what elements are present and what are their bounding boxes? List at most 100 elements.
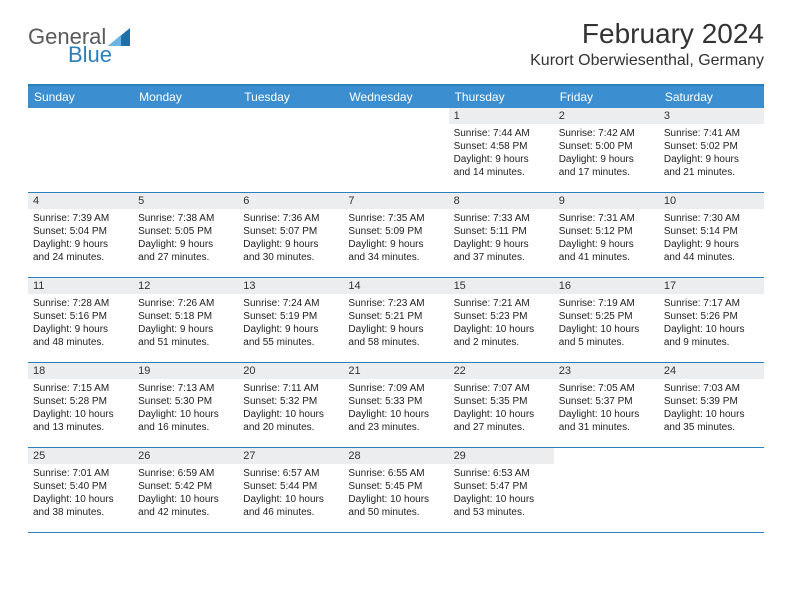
- daylight-line-1: Daylight: 9 hours: [348, 238, 443, 251]
- empty-day-number: [343, 108, 448, 124]
- empty-cell: [343, 108, 448, 192]
- day-cell: 12Sunrise: 7:26 AMSunset: 5:18 PMDayligh…: [133, 278, 238, 362]
- daylight-line-2: and 21 minutes.: [664, 166, 759, 179]
- daylight-line-1: Daylight: 10 hours: [138, 493, 233, 506]
- day-number: 11: [28, 278, 133, 294]
- day-details: Sunrise: 6:57 AMSunset: 5:44 PMDaylight:…: [238, 464, 343, 523]
- location-label: Kurort Oberwiesenthal, Germany: [530, 52, 764, 70]
- daylight-line-2: and 13 minutes.: [33, 421, 128, 434]
- brand-text-2: Blue: [68, 42, 112, 68]
- sunset-line: Sunset: 5:23 PM: [454, 310, 549, 323]
- sunrise-line: Sunrise: 6:59 AM: [138, 467, 233, 480]
- brand-logo: GeneralBlue: [28, 18, 130, 68]
- daylight-line-1: Daylight: 9 hours: [559, 238, 654, 251]
- day-number: 21: [343, 363, 448, 379]
- daylight-line-1: Daylight: 9 hours: [348, 323, 443, 336]
- day-number: 20: [238, 363, 343, 379]
- daylight-line-1: Daylight: 10 hours: [559, 323, 654, 336]
- day-number: 4: [28, 193, 133, 209]
- daylight-line-2: and 51 minutes.: [138, 336, 233, 349]
- day-number: 16: [554, 278, 659, 294]
- day-number: 13: [238, 278, 343, 294]
- daylight-line-2: and 48 minutes.: [33, 336, 128, 349]
- page-header: GeneralBlue February 2024 Kurort Oberwie…: [0, 0, 792, 78]
- day-cell: 24Sunrise: 7:03 AMSunset: 5:39 PMDayligh…: [659, 363, 764, 447]
- day-number: 23: [554, 363, 659, 379]
- day-number: 27: [238, 448, 343, 464]
- sunrise-line: Sunrise: 7:19 AM: [559, 297, 654, 310]
- day-cell: 22Sunrise: 7:07 AMSunset: 5:35 PMDayligh…: [449, 363, 554, 447]
- sunset-line: Sunset: 5:12 PM: [559, 225, 654, 238]
- sunset-line: Sunset: 5:18 PM: [138, 310, 233, 323]
- day-cell: 18Sunrise: 7:15 AMSunset: 5:28 PMDayligh…: [28, 363, 133, 447]
- sunset-line: Sunset: 5:09 PM: [348, 225, 443, 238]
- day-cell: 1Sunrise: 7:44 AMSunset: 4:58 PMDaylight…: [449, 108, 554, 192]
- day-details: Sunrise: 6:59 AMSunset: 5:42 PMDaylight:…: [133, 464, 238, 523]
- day-number: 15: [449, 278, 554, 294]
- day-details: Sunrise: 7:15 AMSunset: 5:28 PMDaylight:…: [28, 379, 133, 438]
- day-number: 24: [659, 363, 764, 379]
- day-details: Sunrise: 7:19 AMSunset: 5:25 PMDaylight:…: [554, 294, 659, 353]
- day-cell: 5Sunrise: 7:38 AMSunset: 5:05 PMDaylight…: [133, 193, 238, 277]
- daylight-line-2: and 23 minutes.: [348, 421, 443, 434]
- sunrise-line: Sunrise: 6:53 AM: [454, 467, 549, 480]
- sunrise-line: Sunrise: 7:30 AM: [664, 212, 759, 225]
- sunrise-line: Sunrise: 7:41 AM: [664, 127, 759, 140]
- day-details: Sunrise: 7:42 AMSunset: 5:00 PMDaylight:…: [554, 124, 659, 183]
- day-details: Sunrise: 7:31 AMSunset: 5:12 PMDaylight:…: [554, 209, 659, 268]
- day-number: 5: [133, 193, 238, 209]
- sunset-line: Sunset: 5:45 PM: [348, 480, 443, 493]
- day-number: 6: [238, 193, 343, 209]
- daylight-line-1: Daylight: 10 hours: [33, 493, 128, 506]
- daylight-line-1: Daylight: 10 hours: [454, 323, 549, 336]
- day-details: Sunrise: 7:44 AMSunset: 4:58 PMDaylight:…: [449, 124, 554, 183]
- day-cell: 23Sunrise: 7:05 AMSunset: 5:37 PMDayligh…: [554, 363, 659, 447]
- daylight-line-1: Daylight: 10 hours: [664, 323, 759, 336]
- daylight-line-1: Daylight: 10 hours: [33, 408, 128, 421]
- sunset-line: Sunset: 5:05 PM: [138, 225, 233, 238]
- day-number: 2: [554, 108, 659, 124]
- day-details: Sunrise: 7:11 AMSunset: 5:32 PMDaylight:…: [238, 379, 343, 438]
- day-number: 1: [449, 108, 554, 124]
- daylight-line-2: and 53 minutes.: [454, 506, 549, 519]
- weekday-monday: Monday: [133, 86, 238, 108]
- daylight-line-1: Daylight: 9 hours: [243, 238, 338, 251]
- daylight-line-1: Daylight: 10 hours: [454, 408, 549, 421]
- weekday-thursday: Thursday: [449, 86, 554, 108]
- daylight-line-1: Daylight: 9 hours: [454, 238, 549, 251]
- daylight-line-2: and 55 minutes.: [243, 336, 338, 349]
- weekday-header-row: SundayMondayTuesdayWednesdayThursdayFrid…: [28, 86, 764, 108]
- sunrise-line: Sunrise: 7:36 AM: [243, 212, 338, 225]
- day-cell: 21Sunrise: 7:09 AMSunset: 5:33 PMDayligh…: [343, 363, 448, 447]
- sunset-line: Sunset: 4:58 PM: [454, 140, 549, 153]
- day-number: 19: [133, 363, 238, 379]
- sunset-line: Sunset: 5:00 PM: [559, 140, 654, 153]
- daylight-line-2: and 24 minutes.: [33, 251, 128, 264]
- day-details: Sunrise: 7:26 AMSunset: 5:18 PMDaylight:…: [133, 294, 238, 353]
- day-details: Sunrise: 7:03 AMSunset: 5:39 PMDaylight:…: [659, 379, 764, 438]
- day-cell: 28Sunrise: 6:55 AMSunset: 5:45 PMDayligh…: [343, 448, 448, 532]
- day-details: Sunrise: 7:28 AMSunset: 5:16 PMDaylight:…: [28, 294, 133, 353]
- week-row: 25Sunrise: 7:01 AMSunset: 5:40 PMDayligh…: [28, 448, 764, 533]
- day-cell: 29Sunrise: 6:53 AMSunset: 5:47 PMDayligh…: [449, 448, 554, 532]
- day-details: Sunrise: 7:24 AMSunset: 5:19 PMDaylight:…: [238, 294, 343, 353]
- week-row: 4Sunrise: 7:39 AMSunset: 5:04 PMDaylight…: [28, 193, 764, 278]
- sunrise-line: Sunrise: 7:31 AM: [559, 212, 654, 225]
- daylight-line-2: and 41 minutes.: [559, 251, 654, 264]
- sunset-line: Sunset: 5:25 PM: [559, 310, 654, 323]
- daylight-line-1: Daylight: 10 hours: [348, 408, 443, 421]
- sunset-line: Sunset: 5:16 PM: [33, 310, 128, 323]
- sunset-line: Sunset: 5:14 PM: [664, 225, 759, 238]
- sunset-line: Sunset: 5:26 PM: [664, 310, 759, 323]
- daylight-line-1: Daylight: 9 hours: [664, 153, 759, 166]
- day-cell: 9Sunrise: 7:31 AMSunset: 5:12 PMDaylight…: [554, 193, 659, 277]
- daylight-line-2: and 20 minutes.: [243, 421, 338, 434]
- day-cell: 15Sunrise: 7:21 AMSunset: 5:23 PMDayligh…: [449, 278, 554, 362]
- day-cell: 25Sunrise: 7:01 AMSunset: 5:40 PMDayligh…: [28, 448, 133, 532]
- calendar-grid: SundayMondayTuesdayWednesdayThursdayFrid…: [28, 84, 764, 533]
- daylight-line-1: Daylight: 10 hours: [348, 493, 443, 506]
- sunset-line: Sunset: 5:37 PM: [559, 395, 654, 408]
- weekday-sunday: Sunday: [28, 86, 133, 108]
- day-cell: 17Sunrise: 7:17 AMSunset: 5:26 PMDayligh…: [659, 278, 764, 362]
- empty-cell: [133, 108, 238, 192]
